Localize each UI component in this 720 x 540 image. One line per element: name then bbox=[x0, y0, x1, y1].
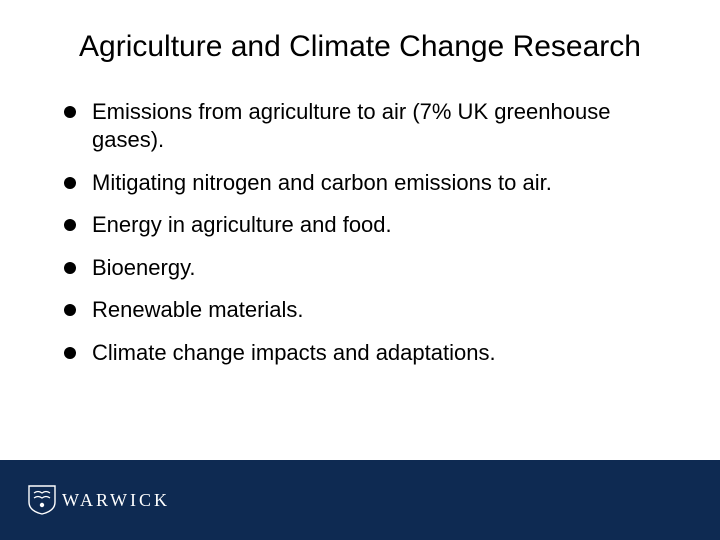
warwick-crest-icon bbox=[28, 485, 56, 515]
list-item: Emissions from agriculture to air (7% UK… bbox=[60, 98, 670, 155]
list-item: Renewable materials. bbox=[60, 296, 670, 325]
list-item: Bioenergy. bbox=[60, 254, 670, 283]
list-item: Mitigating nitrogen and carbon emissions… bbox=[60, 169, 670, 198]
list-item: Energy in agriculture and food. bbox=[60, 211, 670, 240]
slide-title: Agriculture and Climate Change Research bbox=[0, 0, 720, 66]
slide: Agriculture and Climate Change Research … bbox=[0, 0, 720, 540]
bullet-list: Emissions from agriculture to air (7% UK… bbox=[60, 98, 670, 368]
warwick-logo: WARWICK bbox=[28, 485, 170, 515]
warwick-logo-text: WARWICK bbox=[62, 490, 170, 511]
footer-bar: WARWICK bbox=[0, 460, 720, 540]
slide-content: Emissions from agriculture to air (7% UK… bbox=[0, 66, 720, 368]
list-item: Climate change impacts and adaptations. bbox=[60, 339, 670, 368]
